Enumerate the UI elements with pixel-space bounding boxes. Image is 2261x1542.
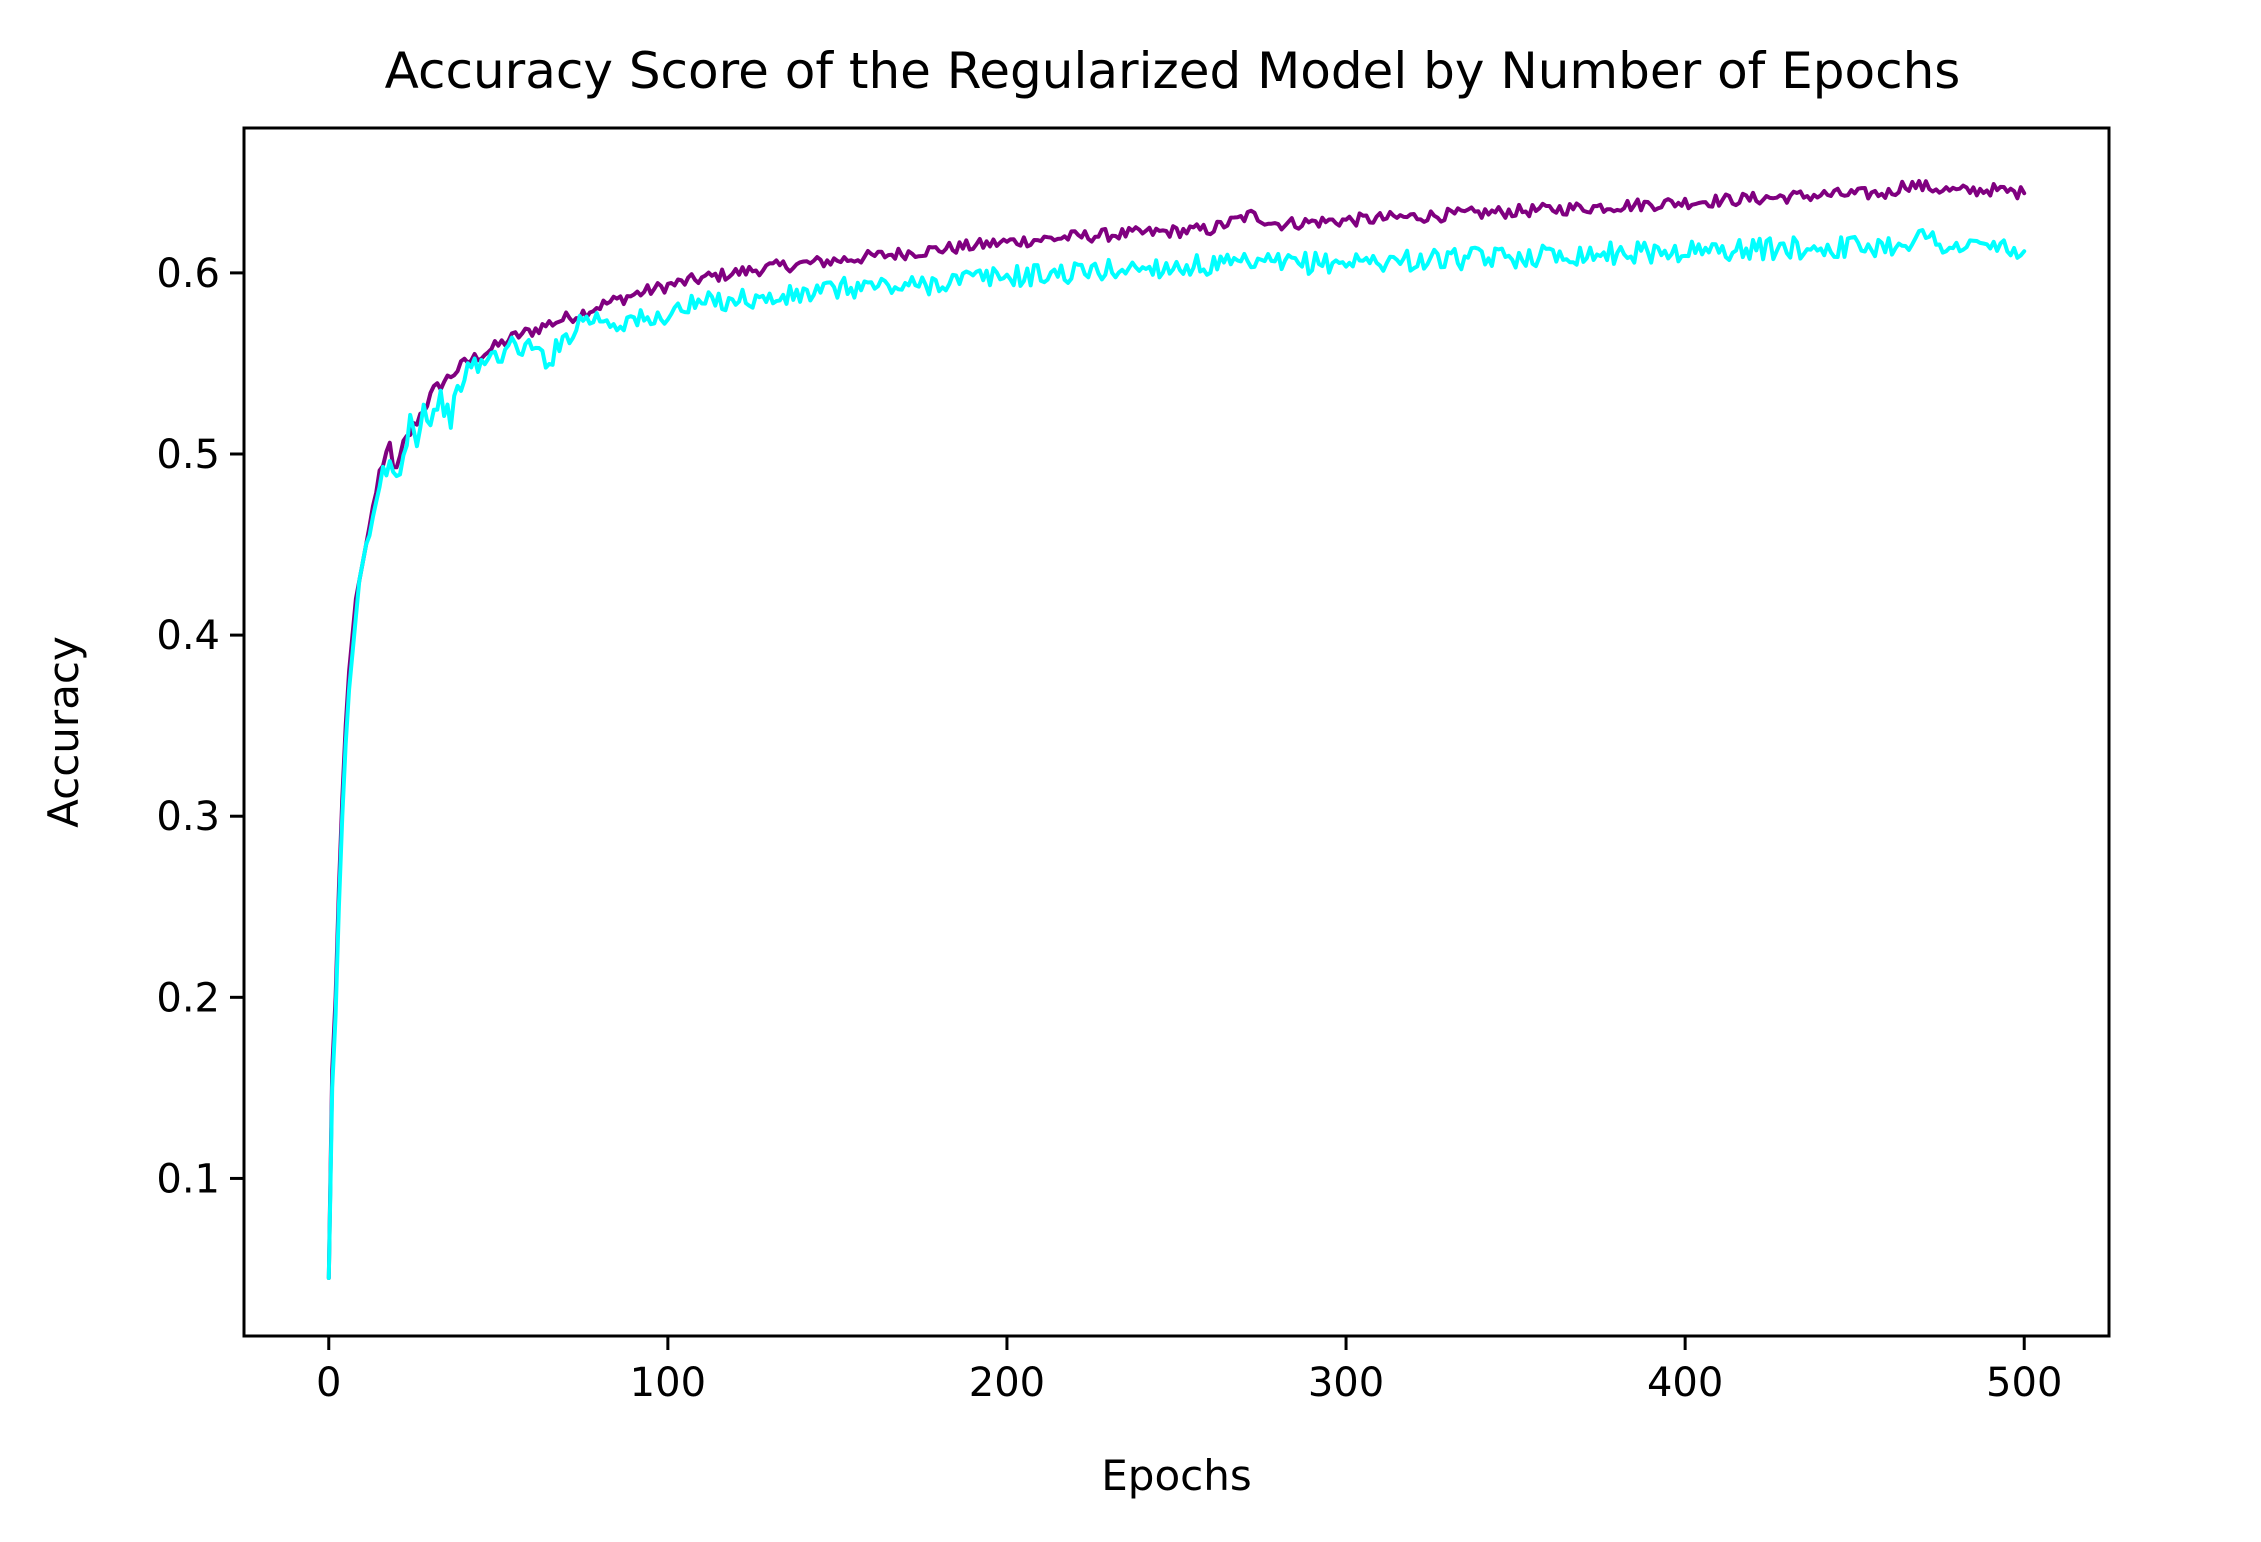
- series-line-1: [326, 179, 2027, 1280]
- x-axis-label: Epochs: [1101, 1451, 1252, 1500]
- x-tick-label: 0: [316, 1360, 341, 1406]
- y-tick-label: 0.2: [156, 975, 220, 1021]
- y-axis-label: Accuracy: [39, 636, 88, 828]
- x-tick-label: 500: [1986, 1360, 2062, 1406]
- x-tick-label: 300: [1308, 1360, 1384, 1406]
- y-axis-ticks: 0.1 0.2 0.3 0.4 0.5 0.6: [156, 251, 244, 1202]
- series-layer: [326, 179, 2027, 1280]
- x-tick-label: 200: [969, 1360, 1045, 1406]
- y-tick-label: 0.4: [156, 613, 220, 659]
- series-line-2: [326, 228, 2027, 1280]
- chart-title: Accuracy Score of the Regularized Model …: [385, 42, 1961, 100]
- x-tick-label: 400: [1647, 1360, 1723, 1406]
- y-tick-label: 0.6: [156, 251, 220, 297]
- plot-frame: [242, 126, 2111, 1338]
- x-tick-label: 100: [630, 1360, 706, 1406]
- y-tick-label: 0.3: [156, 794, 220, 840]
- x-axis-ticks: 0 100 200 300 400 500: [316, 1336, 2062, 1406]
- y-tick-label: 0.5: [156, 432, 220, 478]
- y-tick-label: 0.1: [156, 1156, 220, 1202]
